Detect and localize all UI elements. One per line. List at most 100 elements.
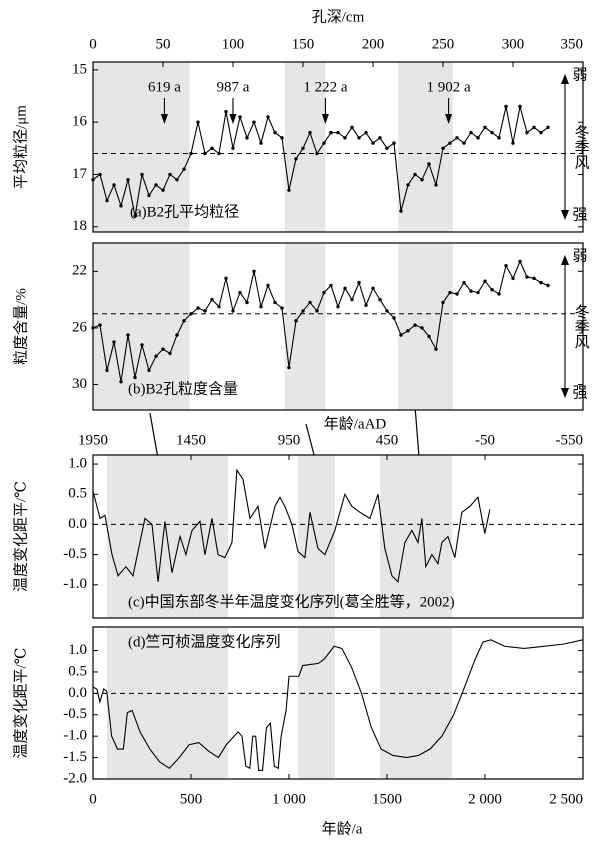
y-tick-label: 16 xyxy=(72,114,88,130)
data-point xyxy=(504,104,508,109)
data-point xyxy=(420,177,424,182)
data-point xyxy=(168,351,172,356)
data-point xyxy=(154,183,158,187)
annotation: 1 222 a xyxy=(303,79,348,95)
data-point xyxy=(518,259,522,264)
data-point xyxy=(322,141,326,145)
data-point xyxy=(196,306,200,310)
panel-title: (b)B2孔粒度含量 xyxy=(128,380,238,397)
data-point xyxy=(315,309,319,313)
data-point xyxy=(476,136,480,140)
data-point xyxy=(511,276,515,281)
y-tick-label: -0.5 xyxy=(63,706,87,722)
panel-title: (d)竺可桢温度变化序列 xyxy=(128,633,281,650)
data-point xyxy=(497,136,501,140)
data-point xyxy=(189,151,193,156)
monsoon-label: 冬季风 xyxy=(573,125,590,171)
x-tick-label: 1 000 xyxy=(272,791,306,807)
plot-frame xyxy=(92,454,584,619)
data-point xyxy=(462,141,466,145)
shaded-range xyxy=(379,455,453,618)
y-axis-label: 温度变化距平/℃ xyxy=(12,648,29,759)
data-point xyxy=(294,157,298,161)
data-point xyxy=(189,312,193,316)
data-point xyxy=(203,309,207,313)
y-tick-label: 0.0 xyxy=(68,685,87,701)
x-tick-label: 50 xyxy=(156,36,171,52)
data-point xyxy=(490,130,494,135)
data-point xyxy=(399,333,403,337)
arrow-head xyxy=(561,388,569,398)
monsoon-label: 强 xyxy=(572,207,587,223)
data-point xyxy=(434,183,438,187)
data-point xyxy=(287,365,291,370)
data-point xyxy=(154,354,158,358)
x-tick-label: 950 xyxy=(278,432,301,448)
annotation: 987 a xyxy=(217,79,250,95)
data-line xyxy=(92,468,491,583)
data-point xyxy=(245,136,249,140)
data-point xyxy=(196,120,200,124)
data-point xyxy=(210,297,214,302)
data-point xyxy=(427,334,431,339)
data-point xyxy=(112,183,116,187)
data-point xyxy=(525,275,529,279)
data-point xyxy=(140,172,144,177)
data-point xyxy=(413,172,417,177)
x-tick-label: 450 xyxy=(376,432,399,448)
data-point xyxy=(217,151,221,156)
data-point xyxy=(525,130,529,135)
x-tick-label: 2 500 xyxy=(549,791,583,807)
data-point xyxy=(350,125,354,130)
data-point xyxy=(133,214,137,219)
data-point xyxy=(546,125,550,130)
x-tick-label: 0 xyxy=(89,36,97,52)
monsoon-label: 强 xyxy=(572,385,587,401)
monsoon-label: 弱 xyxy=(572,66,587,83)
data-point xyxy=(133,375,137,380)
data-point xyxy=(441,300,445,305)
data-point xyxy=(357,280,361,285)
shaded-range xyxy=(298,627,336,779)
y-axis-label: 粒度含量/% xyxy=(12,288,29,365)
arrow-head xyxy=(321,114,329,124)
monsoon-label: 冬季风 xyxy=(573,304,590,350)
data-point xyxy=(98,323,102,327)
data-point xyxy=(203,151,207,156)
data-point xyxy=(455,292,459,296)
data-point xyxy=(287,188,291,192)
data-point xyxy=(441,146,445,151)
data-point xyxy=(483,125,487,130)
data-point xyxy=(399,209,403,213)
data-point xyxy=(224,276,228,281)
data-point xyxy=(301,146,305,151)
data-point xyxy=(343,286,347,290)
arrow-head xyxy=(561,74,569,84)
data-point xyxy=(490,288,494,292)
data-point xyxy=(175,177,179,182)
data-point xyxy=(392,316,396,320)
x-tick-label: 200 xyxy=(362,36,385,52)
arrow-head xyxy=(229,114,237,124)
data-point xyxy=(518,104,522,109)
data-point xyxy=(224,109,228,114)
data-point xyxy=(147,193,151,198)
data-line xyxy=(92,639,584,771)
data-point xyxy=(364,303,368,307)
data-point xyxy=(308,130,312,135)
data-point xyxy=(259,304,263,309)
data-point xyxy=(280,136,284,140)
shaded-range xyxy=(93,62,190,232)
data-point xyxy=(392,141,396,145)
y-tick-label: -0.5 xyxy=(63,546,87,562)
x-tick-label: 300 xyxy=(502,36,525,52)
shaded-range xyxy=(298,455,335,618)
arrow-head xyxy=(561,210,569,220)
data-point xyxy=(532,125,536,130)
arrow-head xyxy=(445,114,453,124)
x-tick-label: -550 xyxy=(556,432,584,448)
data-point xyxy=(231,309,235,313)
data-point xyxy=(105,198,109,203)
data-point xyxy=(140,343,144,347)
